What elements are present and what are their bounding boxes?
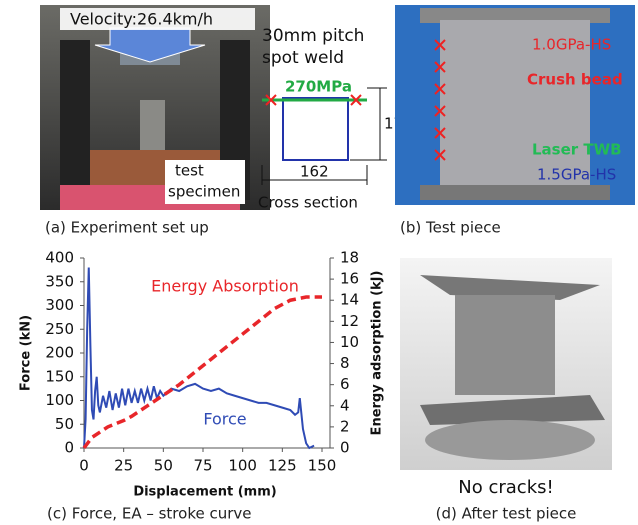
x-tick-label: 150	[308, 457, 337, 475]
series-label: Force	[203, 410, 246, 429]
y2-axis-title: Energy adsorption (kJ)	[370, 271, 385, 436]
figure: Velocity:26.4km/h test specimen (a) Expe…	[0, 0, 638, 525]
series-label: Energy Absorption	[151, 277, 299, 296]
weld-label: 30mm pitch	[262, 26, 364, 46]
x-tick-label: 100	[228, 457, 257, 475]
caption: (d) After test piece	[436, 505, 577, 523]
y2-tick-label: 6	[340, 375, 350, 393]
photo-d	[400, 258, 612, 470]
y2-tick-label: 14	[340, 291, 359, 309]
section-title: Cross section	[258, 194, 358, 212]
y2-tick-label: 2	[340, 417, 350, 435]
weld-label: spot weld	[262, 48, 344, 68]
page: {"panels":{ "a":{"velocity":"Velocity:26…	[0, 0, 638, 525]
y-tick-label: 150	[45, 367, 74, 385]
specimen-label: specimen	[168, 183, 240, 201]
caption: (b) Test piece	[400, 219, 501, 237]
y-axis-title: Force (kN)	[19, 315, 34, 391]
dimension: 162	[300, 163, 329, 181]
y-tick-label: 0	[64, 439, 74, 457]
y-tick-label: 50	[55, 415, 74, 433]
y2-tick-label: 12	[340, 312, 359, 330]
material-label: 270MPa	[285, 78, 352, 96]
part-label: Crush bead	[527, 71, 623, 89]
x-tick-label: 125	[268, 457, 297, 475]
part-label: 1.0GPa-HS	[532, 36, 611, 54]
specimen-label: test	[175, 162, 204, 180]
x-tick-label: 75	[193, 457, 212, 475]
y-tick-label: 400	[45, 249, 74, 267]
x-tick-label: 50	[154, 457, 173, 475]
caption: (c) Force, EA – stroke curve	[47, 505, 252, 523]
photo-a	[40, 5, 270, 210]
y2-tick-label: 16	[340, 270, 359, 288]
y2-tick-label: 18	[340, 249, 359, 267]
y2-tick-label: 8	[340, 354, 350, 372]
y-tick-label: 250	[45, 320, 74, 338]
result-label: No cracks!	[458, 477, 553, 498]
y-tick-label: 200	[45, 344, 74, 362]
y2-tick-label: 4	[340, 396, 350, 414]
y-tick-label: 300	[45, 296, 74, 314]
y-tick-label: 100	[45, 391, 74, 409]
velocity-label: Velocity:26.4km/h	[70, 10, 213, 29]
y2-tick-label: 10	[340, 333, 359, 351]
x-tick-label: 0	[79, 457, 89, 475]
caption: (a) Experiment set up	[45, 219, 209, 237]
part-label: 1.5GPa-HS	[537, 166, 616, 184]
x-axis-title: Displacement (mm)	[133, 485, 276, 500]
y2-tick-label: 0	[340, 439, 350, 457]
y-tick-label: 350	[45, 272, 74, 290]
part-label: Laser TWB	[532, 141, 622, 159]
x-tick-label: 25	[114, 457, 133, 475]
